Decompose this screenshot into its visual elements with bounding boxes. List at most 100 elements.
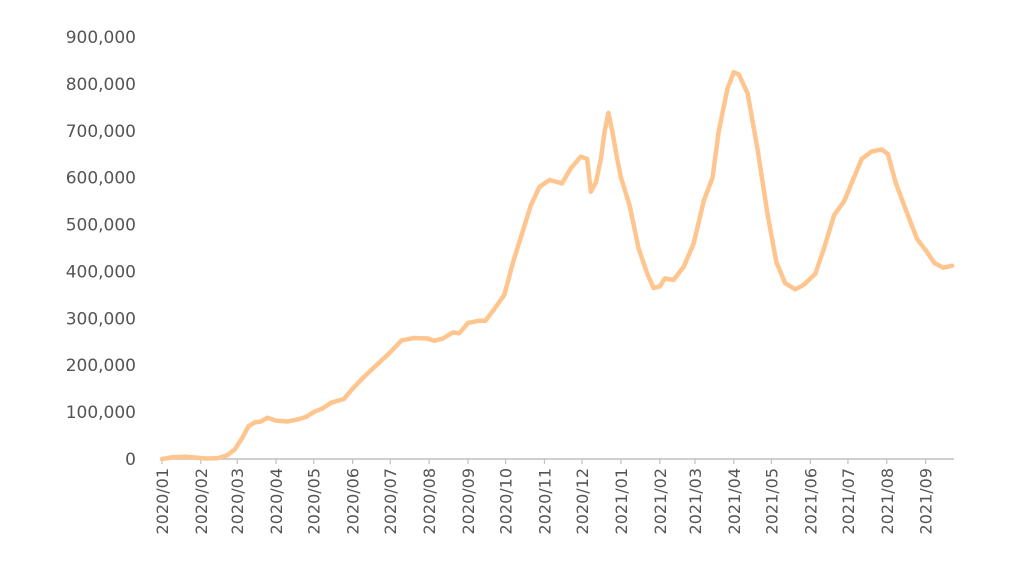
data-point bbox=[602, 128, 607, 133]
y-tick-label: 100,000 bbox=[66, 403, 136, 423]
x-tick-label: 2020/06 bbox=[344, 468, 363, 534]
data-point bbox=[736, 72, 741, 77]
data-point bbox=[662, 276, 667, 281]
data-point bbox=[801, 282, 807, 287]
data-point bbox=[240, 435, 245, 441]
data-point bbox=[691, 241, 696, 246]
data-point bbox=[859, 156, 864, 162]
series-line bbox=[159, 69, 955, 462]
x-tick-label: 2020/04 bbox=[267, 468, 286, 534]
data-point bbox=[465, 320, 471, 326]
data-point bbox=[311, 409, 316, 415]
data-point bbox=[657, 284, 662, 289]
data-point bbox=[386, 351, 392, 356]
data-point bbox=[645, 271, 650, 276]
data-point bbox=[710, 175, 715, 180]
data-point bbox=[731, 70, 736, 75]
data-point bbox=[850, 177, 856, 183]
x-tick-label: 2021/07 bbox=[839, 468, 858, 534]
y-tick-label: 700,000 bbox=[66, 122, 136, 142]
data-point bbox=[295, 417, 300, 422]
y-axis-tick-labels: 0 100,000 200,000 300,000 400,000 500,000 600,… bbox=[66, 28, 136, 470]
data-point bbox=[627, 203, 632, 208]
x-tick-label: 2021/08 bbox=[878, 468, 897, 534]
data-point bbox=[745, 91, 750, 96]
data-point bbox=[725, 86, 730, 91]
data-point bbox=[831, 213, 837, 218]
data-point bbox=[588, 189, 594, 194]
data-point bbox=[902, 203, 907, 208]
data-point bbox=[606, 110, 611, 116]
data-point bbox=[171, 454, 176, 460]
data-point bbox=[477, 318, 482, 323]
series-layer bbox=[159, 69, 955, 462]
data-point bbox=[440, 336, 446, 341]
x-tick-label: 2021/09 bbox=[917, 468, 936, 534]
data-point bbox=[923, 248, 928, 253]
data-point bbox=[519, 231, 525, 237]
x-tick-label: 2020/07 bbox=[381, 468, 400, 534]
data-point bbox=[701, 198, 706, 204]
data-point bbox=[774, 259, 779, 265]
data-point bbox=[216, 455, 221, 461]
data-point bbox=[350, 386, 355, 391]
data-point bbox=[651, 285, 656, 291]
data-point bbox=[941, 265, 946, 270]
y-tick-label: 800,000 bbox=[66, 75, 136, 95]
data-point bbox=[320, 406, 325, 411]
data-point bbox=[411, 335, 417, 341]
data-point bbox=[615, 156, 620, 162]
data-point bbox=[246, 424, 251, 429]
data-point bbox=[492, 306, 497, 312]
data-point bbox=[813, 271, 818, 276]
x-tick-label: 2020/02 bbox=[192, 468, 211, 534]
data-point bbox=[483, 318, 488, 323]
data-point bbox=[578, 154, 583, 159]
y-tick-label: 500,000 bbox=[66, 216, 136, 236]
x-tick-label: 2020/01 bbox=[153, 468, 172, 534]
y-tick-label: 300,000 bbox=[66, 309, 136, 329]
x-tick-label: 2020/11 bbox=[535, 468, 554, 534]
x-axis-ticks bbox=[161, 459, 927, 464]
data-point bbox=[273, 418, 279, 423]
data-point bbox=[914, 236, 920, 241]
data-point bbox=[584, 156, 590, 162]
data-point bbox=[610, 128, 615, 133]
data-point bbox=[265, 415, 270, 420]
data-point bbox=[598, 156, 604, 162]
data-point bbox=[374, 363, 379, 368]
data-point bbox=[304, 414, 309, 419]
data-point bbox=[559, 181, 565, 186]
x-tick-label: 2020/08 bbox=[420, 468, 439, 534]
data-point bbox=[869, 149, 874, 154]
data-point bbox=[258, 419, 264, 424]
x-tick-label: 2021/04 bbox=[725, 468, 744, 534]
data-point bbox=[821, 245, 827, 251]
data-point bbox=[225, 453, 230, 458]
y-tick-label: 200,000 bbox=[66, 356, 136, 376]
data-point bbox=[329, 400, 334, 405]
x-tick-label: 2020/03 bbox=[228, 468, 247, 534]
data-point bbox=[159, 456, 165, 462]
y-tick-label: 0 bbox=[125, 450, 136, 470]
data-point bbox=[755, 147, 760, 152]
x-tick-label: 2020/05 bbox=[305, 468, 324, 534]
data-point bbox=[765, 213, 770, 218]
data-point bbox=[203, 456, 209, 461]
y-tick-label: 600,000 bbox=[66, 169, 136, 189]
data-point bbox=[361, 374, 367, 380]
data-point bbox=[431, 338, 437, 343]
data-point bbox=[232, 447, 237, 452]
data-point bbox=[636, 245, 641, 251]
data-point bbox=[618, 175, 624, 180]
x-tick-label: 2021/03 bbox=[686, 468, 705, 534]
data-point bbox=[399, 338, 404, 343]
data-point bbox=[879, 147, 884, 152]
data-point bbox=[252, 420, 257, 425]
data-point bbox=[949, 263, 955, 268]
data-point bbox=[528, 203, 533, 208]
data-point bbox=[547, 177, 552, 183]
data-point bbox=[716, 128, 721, 133]
